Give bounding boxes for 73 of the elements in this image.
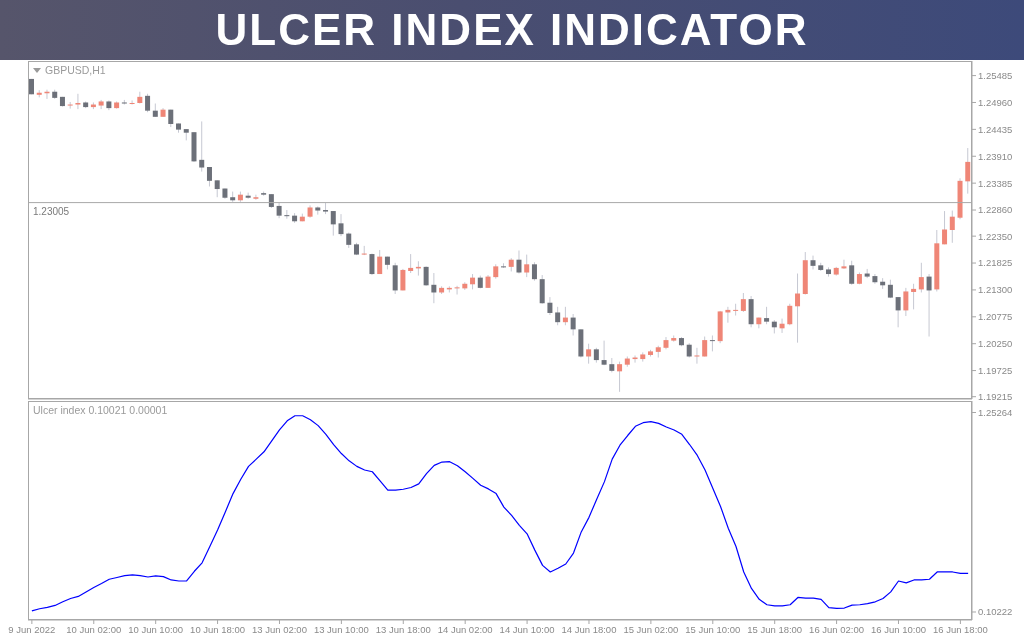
candlestick (377, 249, 383, 275)
chart-title: ULCER INDEX INDICATOR (215, 5, 809, 55)
candlestick (601, 340, 607, 366)
candlestick (911, 283, 917, 310)
candlestick (145, 93, 151, 113)
candlestick (129, 99, 135, 106)
x-tick-label: 16 Jun 10:00 (871, 623, 926, 635)
candlestick (709, 335, 715, 352)
candlestick (949, 210, 955, 244)
candlestick (926, 273, 932, 338)
candlestick (810, 255, 816, 270)
x-tick-label: 16 Jun 18:00 (932, 623, 988, 635)
x-tick-label: 13 Jun 10:00 (313, 623, 369, 635)
candlestick (524, 254, 530, 278)
x-tick-label: 10 Jun 02:00 (66, 623, 122, 635)
y-tick-label: 1.22350 (978, 230, 1013, 242)
x-tick-label: 15 Jun 02:00 (623, 623, 679, 635)
candlestick (795, 273, 801, 344)
y-tick-label: 1.25264 (978, 406, 1013, 418)
x-tick-label: 13 Jun 18:00 (375, 623, 431, 635)
x-tick-label: 14 Jun 10:00 (499, 623, 555, 635)
candlestick (330, 210, 336, 237)
candlestick (199, 120, 205, 173)
y-tick-label: 0.10222 (978, 606, 1013, 618)
candlestick (586, 343, 592, 365)
y-tick-label: 1.19725 (978, 364, 1013, 376)
x-tick-label: 14 Jun 02:00 (437, 623, 493, 635)
x-tick-label: 15 Jun 18:00 (747, 623, 803, 635)
candlestick (733, 303, 739, 317)
x-tick-label: 10 Jun 10:00 (128, 623, 184, 635)
x-tick-label: 15 Jun 10:00 (685, 623, 741, 635)
candlestick (423, 265, 429, 287)
y-tick-label: 1.24960 (978, 96, 1013, 108)
x-tick-label: 9 Jun 2022 (8, 623, 56, 635)
x-tick-label: 14 Jun 18:00 (561, 623, 617, 635)
candlestick (555, 306, 561, 326)
candlestick (903, 287, 909, 317)
candlestick (617, 361, 623, 393)
candlestick (531, 261, 537, 282)
candlestick (206, 166, 212, 187)
candlestick (787, 303, 793, 326)
candlestick (454, 285, 460, 296)
y-tick-label: 1.25485 (978, 69, 1013, 81)
candlestick (895, 296, 901, 328)
candlestick (570, 313, 576, 336)
chart-subtitle: GBPUSD,H1 (45, 64, 106, 76)
candlestick (516, 249, 522, 275)
candlestick (942, 210, 948, 245)
candlestick (408, 253, 414, 274)
candlestick (75, 93, 81, 110)
candlestick (338, 213, 344, 237)
chart-title: Ulcer index 0.10021 0.00001 (33, 404, 168, 416)
candlestick (849, 260, 855, 286)
y-tick-label: 1.22860 (978, 204, 1013, 216)
title-banner: ULCER INDEX INDICATOR (0, 0, 1024, 60)
x-tick-label: 13 Jun 02:00 (252, 623, 307, 635)
y-tick-label: 1.23385 (978, 177, 1013, 189)
y-tick-label: 1.21825 (978, 257, 1013, 269)
y-tick-label: 1.24435 (978, 123, 1013, 135)
candlestick (740, 292, 746, 313)
y-tick-label: 1.20250 (978, 338, 1013, 350)
y-tick-label: 1.23910 (978, 150, 1013, 162)
candlestick (694, 347, 700, 365)
x-tick-label: 10 Jun 18:00 (190, 623, 246, 635)
candlestick (918, 262, 924, 293)
y-tick-label: 1.21300 (978, 284, 1013, 296)
x-tick-label: 16 Jun 02:00 (809, 623, 865, 635)
y-tick-label: 1.19215 (978, 391, 1013, 403)
y-tick-label: 1.20775 (978, 311, 1013, 323)
ref-line-label: 1.23005 (33, 205, 70, 217)
candlestick (253, 194, 259, 201)
candlestick (841, 259, 847, 270)
candlestick (431, 272, 437, 304)
